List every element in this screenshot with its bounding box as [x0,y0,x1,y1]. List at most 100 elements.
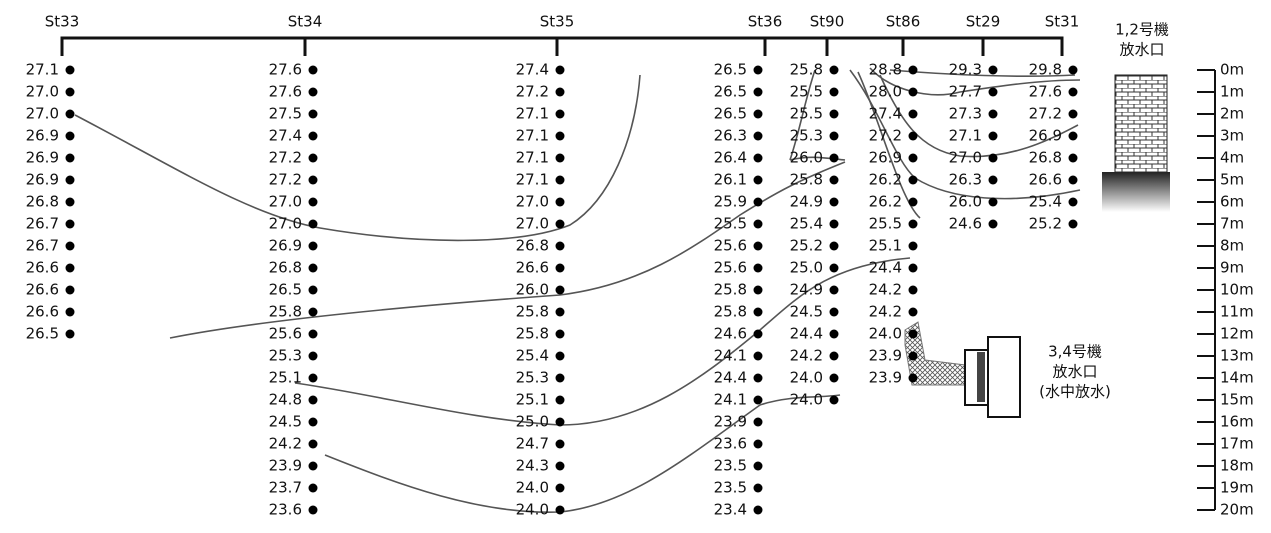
temperature-value: 26.5 [269,281,302,299]
temperature-value: 24.7 [516,435,549,453]
measurement-dot [556,110,565,119]
temperature-value: 28.0 [869,83,902,101]
temperature-value: 25.4 [516,347,549,365]
measurement-dot [66,110,75,119]
temperature-value: 26.9 [26,171,59,189]
depth-label: 1m [1220,83,1244,101]
measurement-dot [830,220,839,229]
measurement-dot [309,330,318,339]
temperature-value: 25.4 [790,215,823,233]
measurement-dot [66,220,75,229]
temperature-value: 24.6 [949,215,982,233]
station-label: St90 [810,13,845,31]
temperature-value: 23.9 [714,413,747,431]
measurement-dot [66,154,75,163]
measurement-dot [556,286,565,295]
temperature-value: 27.2 [869,127,902,145]
measurement-dot [309,66,318,75]
measurement-dot [66,286,75,295]
temperature-value: 24.4 [714,369,747,387]
measurement-dot [909,308,918,317]
measurement-dot [309,308,318,317]
temperature-value: 24.2 [790,347,823,365]
temperature-value: 26.4 [714,149,747,167]
measurement-dot [909,110,918,119]
temperature-value: 23.6 [714,435,747,453]
measurement-dot [1069,88,1078,97]
measurement-dot [309,462,318,471]
temperature-value: 26.8 [1029,149,1062,167]
temperature-value: 29.8 [1029,61,1062,79]
measurement-dot [556,352,565,361]
measurement-dot [830,374,839,383]
temperature-value: 25.6 [269,325,302,343]
measurement-dot [754,110,763,119]
temperature-value: 25.3 [269,347,302,365]
measurement-dot [309,154,318,163]
measurement-dot [754,396,763,405]
station-label: St31 [1045,13,1080,31]
temperature-value: 27.7 [949,83,982,101]
temperature-value: 25.8 [516,303,549,321]
measurement-dot [989,66,998,75]
temperature-value: 26.7 [26,215,59,233]
measurement-dot [556,264,565,273]
temperature-value: 24.2 [869,303,902,321]
measurement-dot [754,330,763,339]
measurement-dot [830,352,839,361]
temperature-value: 24.3 [516,457,549,475]
temperature-value: 27.2 [269,171,302,189]
measurement-dot [1069,220,1078,229]
temperature-value: 25.8 [516,325,549,343]
depth-label: 0m [1220,61,1244,79]
depth-label: 4m [1220,149,1244,167]
outlet-label: 放水口 [1119,41,1164,59]
measurement-dot [556,374,565,383]
temperature-value: 27.3 [949,105,982,123]
depth-label: 15m [1220,391,1254,409]
depth-label: 9m [1220,259,1244,277]
measurement-dot [830,66,839,75]
measurement-dot [66,66,75,75]
temperature-value: 24.5 [269,413,302,431]
measurement-dot [754,352,763,361]
temperature-value: 27.1 [516,149,549,167]
temperature-value: 26.0 [516,281,549,299]
measurement-dot [909,242,918,251]
depth-label: 6m [1220,193,1244,211]
temperature-value: 25.5 [790,105,823,123]
measurement-dot [830,110,839,119]
measurement-dot [909,176,918,185]
temperature-value: 27.4 [269,127,302,145]
depth-label: 13m [1220,347,1254,365]
measurement-dot [309,352,318,361]
depth-label: 3m [1220,127,1244,145]
temperature-value: 25.8 [790,61,823,79]
measurement-dot [309,484,318,493]
measurement-dot [66,242,75,251]
temperature-value: 27.0 [516,215,549,233]
measurement-dot [754,374,763,383]
measurement-dot [754,286,763,295]
temperature-value: 23.4 [714,501,747,519]
measurement-dot [1069,154,1078,163]
temperature-value: 27.5 [269,105,302,123]
temperature-value: 27.0 [516,193,549,211]
temperature-value: 25.3 [790,127,823,145]
temperature-value: 25.2 [1029,215,1062,233]
measurement-dot [556,154,565,163]
temperature-value: 24.9 [790,193,823,211]
outlet-label: 放水口 [1052,363,1097,381]
temperature-value: 26.8 [516,237,549,255]
measurement-dot [754,264,763,273]
temperature-value: 26.9 [1029,127,1062,145]
temperature-value: 26.9 [869,149,902,167]
temperature-value: 27.6 [1029,83,1062,101]
measurement-dot [754,154,763,163]
temperature-value: 27.2 [1029,105,1062,123]
temperature-value: 26.9 [26,127,59,145]
temperature-value: 26.6 [1029,171,1062,189]
measurement-dot [556,132,565,141]
depth-label: 14m [1220,369,1254,387]
measurement-dot [830,308,839,317]
